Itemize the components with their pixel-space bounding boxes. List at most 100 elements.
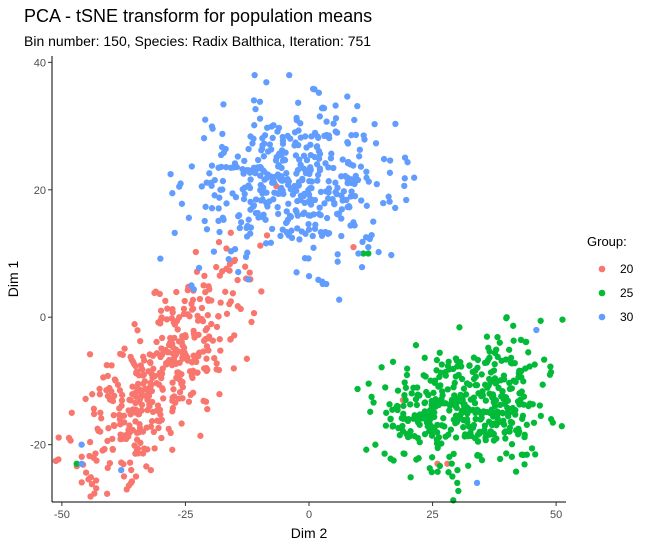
point-group-30 <box>316 204 323 211</box>
point-group-25 <box>400 410 407 417</box>
x-axis-label: Dim 2 <box>291 525 328 541</box>
point-group-20 <box>55 434 62 441</box>
point-group-30 <box>275 210 282 218</box>
chart-subtitle: Bin number: 150, Species: Radix Balthica… <box>24 33 371 49</box>
point-group-20 <box>165 425 172 433</box>
point-group-25 <box>516 401 523 408</box>
point-group-20 <box>143 424 150 431</box>
x-tick-label: 0 <box>306 509 312 521</box>
point-group-25 <box>455 371 462 379</box>
point-group-30 <box>371 120 378 128</box>
point-group-30 <box>215 205 222 212</box>
point-group-20 <box>171 321 179 328</box>
point-group-30 <box>325 132 333 139</box>
point-group-25 <box>494 408 501 415</box>
point-group-25 <box>386 401 393 408</box>
point-group-30 <box>241 190 248 198</box>
point-group-25 <box>434 421 441 429</box>
point-group-20 <box>106 459 114 467</box>
point-group-30 <box>287 135 294 142</box>
point-group-20 <box>231 256 239 264</box>
point-group-25 <box>482 397 490 404</box>
point-group-30 <box>223 200 230 207</box>
y-tick-label: 40 <box>34 57 46 69</box>
point-group-20 <box>213 360 220 367</box>
point-group-30 <box>348 132 355 139</box>
point-group-30 <box>247 176 254 183</box>
point-group-25 <box>537 317 544 324</box>
point-group-30 <box>275 152 282 159</box>
point-group-30 <box>332 102 339 109</box>
y-axis-ticks: -20 0 20 40 <box>30 57 52 452</box>
point-group-20 <box>186 313 193 320</box>
point-group-20 <box>159 385 166 392</box>
point-group-30 <box>313 143 320 151</box>
point-group-25 <box>354 385 361 393</box>
point-group-30 <box>220 101 227 108</box>
point-group-25 <box>383 409 390 416</box>
point-group-30 <box>324 195 332 202</box>
point-group-25 <box>518 451 525 458</box>
point-group-25 <box>401 391 408 399</box>
point-group-25 <box>483 333 491 340</box>
point-group-20 <box>136 398 143 406</box>
point-group-20 <box>197 432 204 439</box>
y-tick-label: 20 <box>34 185 46 197</box>
y-tick-label: 0 <box>40 312 46 324</box>
point-group-30 <box>285 200 292 207</box>
point-group-30 <box>334 184 341 192</box>
point-group-20 <box>243 355 251 362</box>
point-group-25 <box>510 322 517 329</box>
point-group-25 <box>382 422 390 429</box>
point-group-20 <box>176 389 184 396</box>
point-group-20 <box>89 391 96 398</box>
point-group-20 <box>82 395 89 403</box>
point-group-20 <box>234 276 241 284</box>
point-group-20 <box>150 365 157 372</box>
point-group-25 <box>489 394 496 401</box>
point-group-25 <box>407 474 414 481</box>
point-group-25 <box>539 381 546 388</box>
point-group-30 <box>347 193 355 200</box>
x-tick-label: -25 <box>177 509 193 521</box>
point-group-30 <box>357 163 365 170</box>
point-group-20 <box>86 351 94 358</box>
point-group-25 <box>427 377 434 384</box>
point-group-25 <box>414 413 421 420</box>
point-group-25 <box>507 359 515 367</box>
point-group-20 <box>163 316 170 323</box>
legend-items: 20 25 30 <box>598 262 634 324</box>
point-group-20 <box>172 346 180 353</box>
point-group-20 <box>203 367 210 374</box>
point-group-25 <box>485 418 493 425</box>
point-group-25 <box>389 358 397 365</box>
point-group-25 <box>494 415 501 422</box>
point-group-20 <box>147 383 154 390</box>
point-group-25 <box>465 462 472 469</box>
point-group-25 <box>416 438 423 446</box>
point-group-20 <box>108 362 115 369</box>
point-group-25 <box>470 375 478 383</box>
point-group-20 <box>156 418 163 425</box>
point-group-20 <box>132 362 139 370</box>
point-group-30 <box>350 219 357 226</box>
point-group-20 <box>158 314 165 321</box>
point-group-20 <box>230 365 237 372</box>
point-group-30 <box>277 232 284 239</box>
point-group-30 <box>283 169 290 177</box>
point-group-20 <box>202 398 210 405</box>
point-group-25 <box>510 337 517 344</box>
point-group-30 <box>279 226 286 233</box>
point-group-20 <box>201 272 208 280</box>
point-group-20 <box>217 347 224 354</box>
point-group-20 <box>169 446 176 453</box>
point-group-30 <box>291 142 298 149</box>
point-group-30 <box>299 177 306 184</box>
point-group-25 <box>389 406 396 413</box>
point-group-20 <box>170 386 177 393</box>
point-group-20 <box>78 453 85 460</box>
point-group-20 <box>216 336 223 343</box>
point-group-25 <box>400 402 407 410</box>
point-group-25 <box>413 456 420 463</box>
